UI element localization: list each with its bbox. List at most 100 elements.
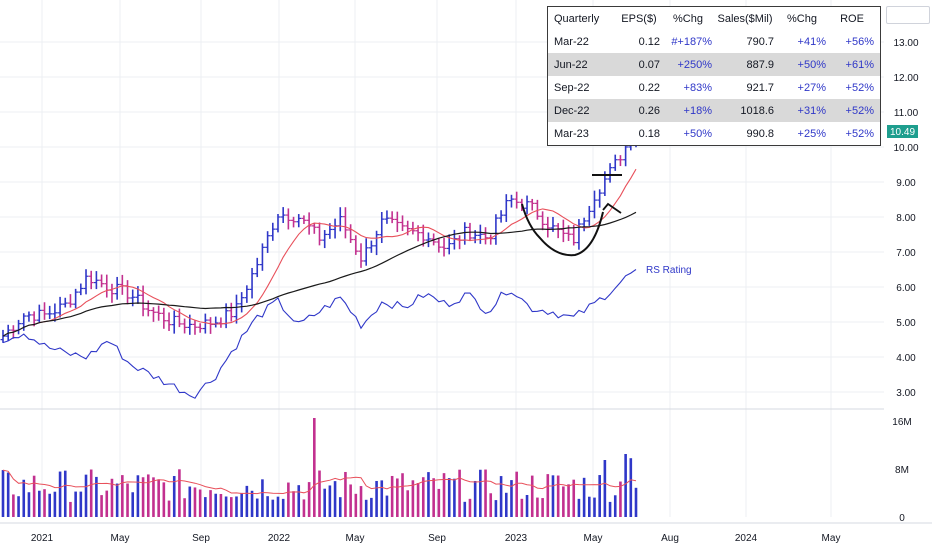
volume-bar: [141, 477, 145, 517]
volume-bar: [27, 492, 31, 517]
x-tick-label: May: [584, 533, 603, 544]
volume-bar: [287, 482, 290, 517]
volume-bar: [12, 494, 15, 517]
table-cell: 1018.6: [740, 104, 774, 117]
volume-bar: [79, 491, 83, 517]
volume-tick-label: 16M: [892, 417, 911, 428]
overlay-layer: [521, 174, 622, 257]
volume-bar: [162, 482, 166, 517]
table-cell: +83%: [683, 81, 712, 94]
volume-bar: [17, 496, 20, 517]
volume-bar: [89, 469, 93, 517]
volume-bar: [188, 486, 192, 517]
chart-control-box[interactable]: [886, 6, 930, 24]
volume-bar: [437, 488, 441, 517]
table-cell: #+187%: [671, 35, 712, 48]
volume-bar: [359, 486, 363, 517]
volume-bar: [629, 458, 633, 517]
volume-bar: [442, 473, 446, 517]
price-tick-label: 13.00: [893, 38, 918, 49]
table-cell: 0.22: [638, 81, 660, 94]
table-cell: 790.7: [746, 35, 774, 48]
volume-bar: [541, 498, 544, 517]
volume-bar: [297, 485, 301, 517]
volume-bar: [167, 500, 171, 517]
volume-bar: [95, 476, 98, 517]
ma-10-line: [28, 168, 637, 326]
table-cell: +18%: [683, 104, 712, 117]
price-tick-label: 4.00: [896, 353, 916, 364]
volume-bar: [530, 475, 534, 517]
volume-bar: [354, 493, 358, 517]
price-tick-label: 8.00: [896, 213, 916, 224]
volume-bar: [183, 498, 186, 517]
table-cell: 0.07: [638, 58, 660, 71]
price-tick-label: 6.00: [896, 283, 916, 294]
rs-line: [2, 269, 637, 399]
header-cell: EPS($): [621, 12, 657, 25]
x-tick-label: 2021: [31, 533, 54, 544]
x-tick-label: 2023: [505, 533, 528, 544]
table-cell: Sep-22: [554, 81, 590, 94]
volume-bar: [110, 478, 114, 517]
volume-bar: [307, 482, 311, 517]
volume-bar: [364, 499, 368, 517]
grid-layer: [0, 0, 932, 524]
ma-40-line: [2, 211, 637, 337]
volume-bar: [338, 497, 342, 517]
volume-bar: [406, 490, 410, 517]
volume-bar: [105, 490, 109, 517]
volume-bar: [255, 498, 259, 517]
volume-bar: [572, 479, 576, 517]
volume-bar: [411, 480, 415, 517]
volume-bar: [126, 483, 129, 517]
volume-bar: [344, 471, 347, 517]
volume-bar: [58, 471, 62, 517]
volume-bar: [214, 493, 218, 517]
volume-bar: [427, 472, 430, 517]
volume-bar: [229, 497, 233, 517]
table-cell: +50%: [797, 58, 826, 71]
table-cell: Mar-22: [554, 35, 589, 48]
table-cell: +52%: [845, 104, 874, 117]
table-row: Sep-22 0.22 +83% 921.7 +27% +52%: [548, 76, 880, 99]
label-layer: RS Rating 10.49: [646, 125, 918, 276]
table-cell: +25%: [797, 127, 826, 140]
volume-bar: [577, 498, 581, 517]
table-row: Mar-23 0.18 +50% 990.8 +25% +52%: [548, 122, 880, 145]
volume-bar: [266, 496, 269, 517]
volume-bar: [551, 475, 555, 517]
volume-ma-line: [2, 469, 637, 495]
volume-bar: [525, 494, 529, 517]
table-cell: Jun-22: [554, 58, 588, 71]
volume-bar: [157, 479, 160, 517]
table-cell: Dec-22: [554, 104, 590, 117]
table-cell: 990.8: [746, 127, 774, 140]
table-header-row: Quarterly EPS($) %Chg Sales($Mil) %Chg R…: [548, 7, 880, 30]
price-tick-label: 3.00: [896, 388, 916, 399]
volume-bar: [328, 485, 332, 517]
table-cell: +56%: [845, 35, 874, 48]
volume-bar: [546, 474, 550, 517]
volume-bar: [302, 499, 306, 517]
volume-bar: [380, 480, 384, 517]
volume-bar: [240, 492, 243, 517]
volume-bar: [588, 496, 591, 517]
volume-bar: [494, 500, 498, 517]
volume-bar: [468, 498, 472, 517]
header-cell: %Chg: [673, 12, 703, 25]
volume-bar: [463, 501, 467, 517]
x-tick-label: Aug: [661, 533, 679, 544]
volume-bar: [421, 477, 425, 517]
volume-bar: [608, 501, 612, 517]
volume-bar: [370, 497, 373, 517]
volume-bar: [458, 469, 461, 517]
rs-rating-label: RS Rating: [646, 265, 692, 276]
table-cell: +61%: [845, 58, 874, 71]
last-price-badge: [887, 125, 918, 138]
table-cell: +52%: [845, 127, 874, 140]
header-cell: Quarterly: [554, 12, 600, 25]
header-cell: Sales($Mil): [717, 12, 773, 25]
volume-bar: [224, 496, 228, 517]
price-tick-label: 11.00: [894, 108, 919, 119]
